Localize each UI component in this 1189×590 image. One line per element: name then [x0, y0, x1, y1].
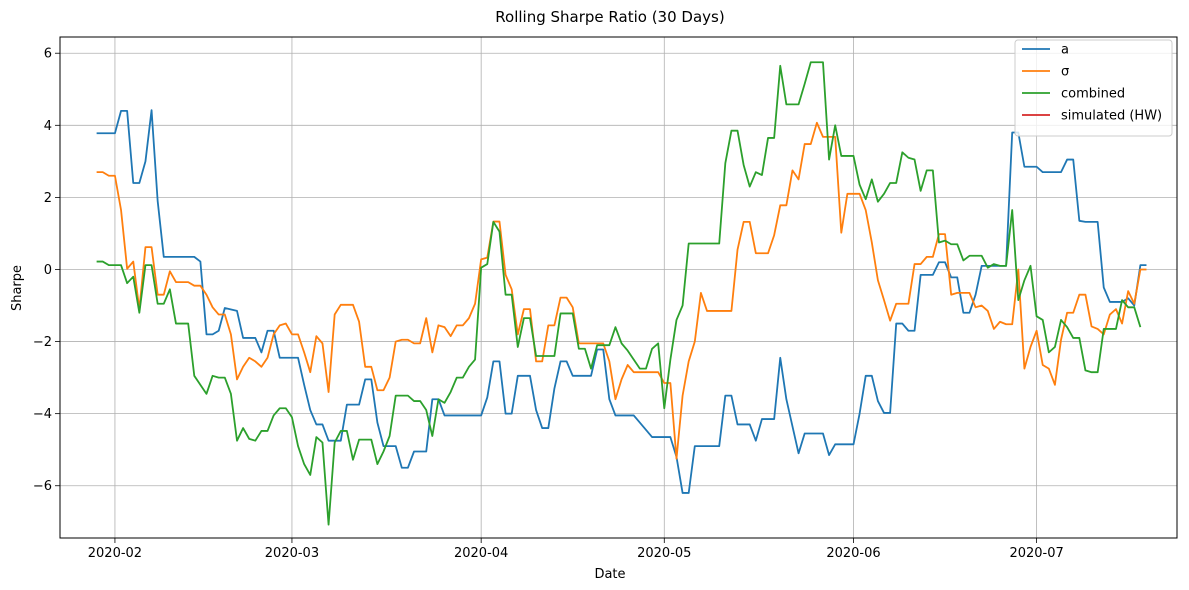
y-tick-label: −4 [33, 407, 52, 422]
y-tick-label: −2 [33, 335, 52, 350]
x-tick-label: 2020-07 [1009, 546, 1063, 561]
series-line-0 [96, 109, 1147, 494]
legend-label: a [1061, 43, 1069, 58]
y-tick-label: 2 [44, 191, 52, 206]
x-tick-label: 2020-05 [637, 546, 691, 561]
legend-box [1014, 39, 1173, 137]
x-tick-label: 2020-04 [454, 546, 508, 561]
series-line-1 [96, 121, 1147, 460]
legend-label: simulated (HW) [1061, 109, 1162, 124]
legend: aσ combined simulated (HW) [1014, 39, 1173, 137]
y-tick-label: 0 [44, 263, 52, 278]
y-tick-label: 4 [44, 119, 52, 134]
x-tick-label: 2020-03 [265, 546, 319, 561]
series-lines [96, 61, 1147, 526]
legend-label: combined [1061, 87, 1125, 102]
y-axis: −6 −4 −2 0 2 4 6 [33, 47, 60, 494]
x-axis-title: Date [594, 567, 625, 582]
chart-title: Rolling Sharpe Ratio (30 Days) [495, 8, 724, 26]
series-line-2 [96, 61, 1142, 526]
x-axis: 2020-02 2020-03 2020-04 2020-05 2020-06 2020-… [88, 538, 1064, 561]
y-tick-label: −6 [33, 479, 52, 494]
x-tick-label: 2020-02 [88, 546, 142, 561]
x-tick-label: 2020-06 [826, 546, 880, 561]
legend-label: σ [1061, 65, 1069, 80]
y-axis-title: Sharpe [10, 265, 25, 311]
plot-area-frame [59, 36, 1178, 539]
y-tick-label: 6 [44, 47, 52, 62]
